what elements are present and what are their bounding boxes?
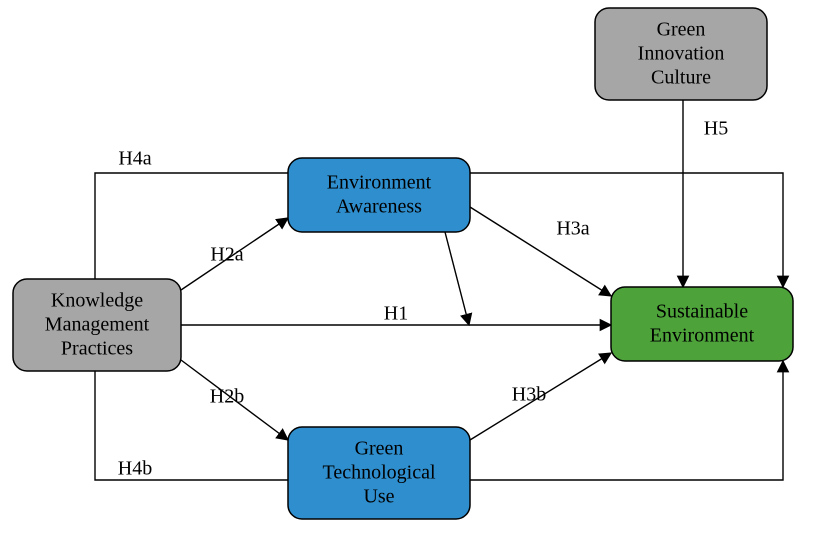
- edge-label-H2b: H2b: [210, 386, 244, 408]
- edge-label-H1: H1: [384, 303, 408, 325]
- node-label-kmp-line2: Practices: [61, 338, 133, 360]
- edge-label-H3a: H3a: [556, 218, 589, 240]
- node-label-ea-line0: Environment: [327, 172, 432, 194]
- node-label-gtu-line0: Green: [355, 438, 404, 460]
- edge-label-H2a: H2a: [210, 244, 243, 266]
- node-label-gic-line0: Green: [657, 19, 706, 41]
- edge-arrow_extra: [445, 232, 469, 325]
- node-label-se-line0: Sustainable: [656, 301, 748, 323]
- node-label-gtu-line1: Technological: [323, 462, 436, 484]
- node-label-gic-line2: Culture: [651, 67, 711, 89]
- node-label-ea-line1: Awareness: [336, 196, 422, 218]
- node-label-kmp-line1: Management: [45, 314, 150, 336]
- node-label-se-line1: Environment: [650, 325, 755, 347]
- edge-label-H3b: H3b: [512, 384, 546, 406]
- node-label-gic-line1: Innovation: [638, 43, 725, 65]
- node-label-kmp-line0: Knowledge: [51, 290, 143, 312]
- node-label-gtu-line2: Use: [363, 486, 394, 508]
- edge-label-H5: H5: [704, 118, 728, 140]
- edge-label-H4b: H4b: [118, 458, 152, 480]
- edge-H3a: [470, 207, 611, 296]
- edge-label-H4a: H4a: [118, 148, 151, 170]
